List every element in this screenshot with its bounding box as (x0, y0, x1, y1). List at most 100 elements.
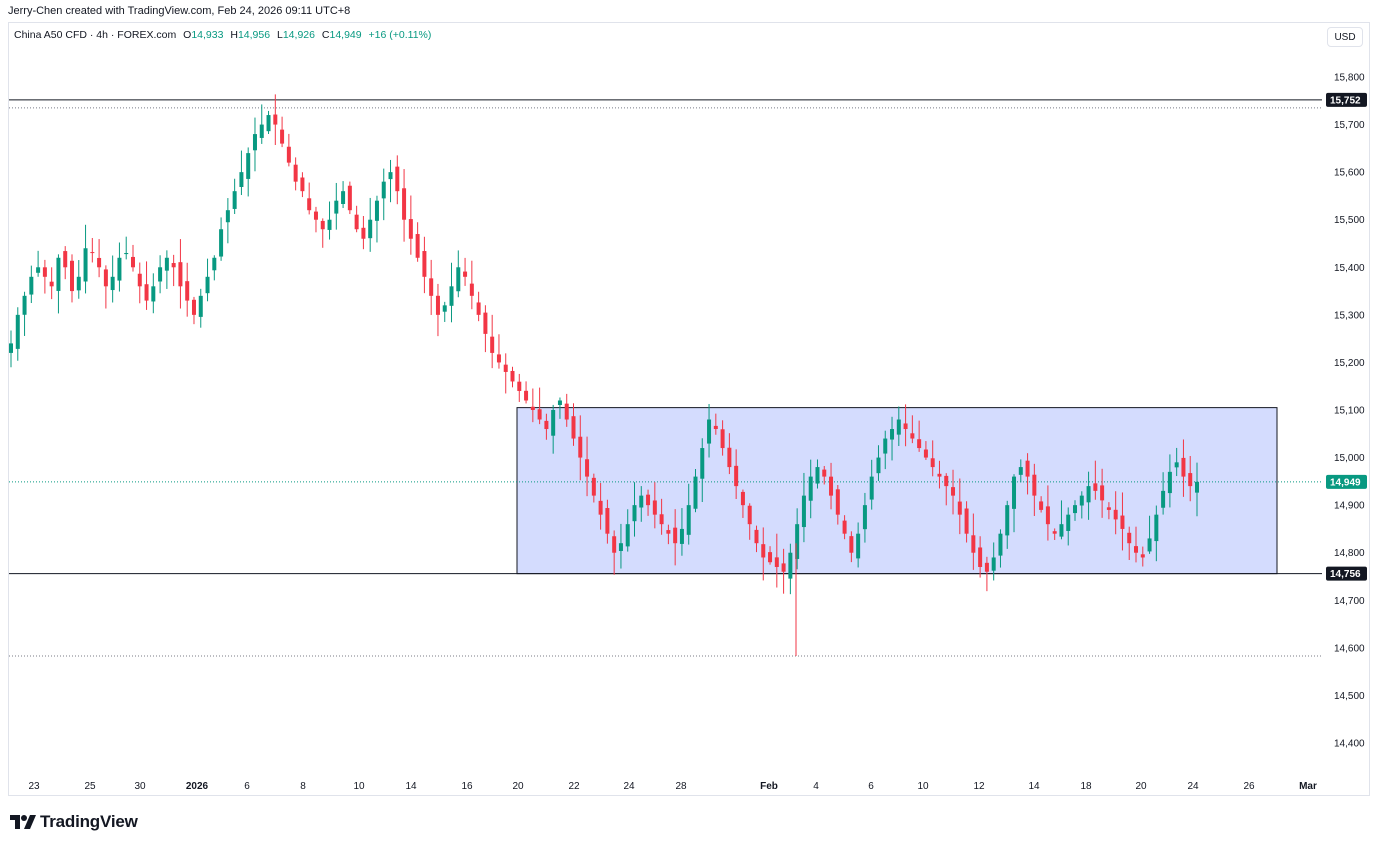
candle (957, 478, 962, 535)
candle (49, 267, 54, 300)
candle (734, 449, 739, 500)
tradingview-brand: TradingView (40, 812, 138, 831)
candle (795, 508, 800, 570)
candle (713, 413, 718, 435)
candle (944, 473, 949, 506)
price-tags-layer: 15,752 14,756 14,949 (1326, 92, 1367, 581)
candle (991, 542, 996, 581)
candle (1005, 500, 1010, 549)
symbol-name[interactable]: China A50 CFD · 4h · FOREX.com (14, 29, 177, 41)
candle (56, 254, 61, 314)
y-tick-label: 14,500 (1334, 691, 1365, 702)
y-tick-label: 14,600 (1334, 643, 1365, 654)
candle (476, 291, 481, 322)
candle (273, 94, 278, 146)
candle (185, 262, 190, 317)
x-tick-label: 14 (1028, 781, 1040, 792)
x-tick-label: 10 (353, 781, 365, 792)
candle (212, 255, 217, 281)
change-value: +16 (+0.11%) (368, 29, 432, 41)
x-tick-label: 24 (1187, 781, 1199, 792)
x-tick-label: 18 (1080, 781, 1092, 792)
candle (449, 262, 454, 323)
candle (1127, 526, 1132, 561)
candle (1120, 492, 1125, 551)
candle (496, 334, 501, 369)
candle (1140, 546, 1145, 567)
candle (1195, 462, 1199, 517)
candle (83, 224, 88, 294)
candle (435, 283, 440, 337)
candle (693, 469, 698, 513)
candle (422, 236, 427, 294)
candle (801, 472, 806, 543)
candle (856, 522, 861, 568)
candle (429, 259, 434, 315)
x-tick-label: 6 (244, 781, 250, 792)
candle (598, 482, 603, 530)
candle (652, 482, 657, 529)
candle (917, 420, 922, 452)
candle (117, 242, 122, 292)
time-axis[interactable]: 23 25 30 2026 6 8 10 14 16 20 22 24 28 Feb 4 6 10 12 14 18 2… (28, 781, 1317, 792)
candle (9, 330, 13, 368)
candle (978, 536, 983, 578)
x-tick-label: 14 (405, 781, 417, 792)
candle (334, 182, 339, 230)
candle (137, 262, 142, 304)
candle (1147, 515, 1152, 554)
y-tick-label: 15,700 (1334, 120, 1365, 131)
candle (1012, 474, 1017, 533)
candle (97, 239, 102, 278)
candle (374, 195, 379, 243)
candle (1079, 491, 1084, 519)
candle (666, 524, 671, 545)
x-tick-label: 28 (675, 781, 687, 792)
candle (571, 403, 576, 446)
candle (313, 206, 318, 233)
svg-text:14,949: 14,949 (1330, 477, 1361, 488)
x-tick-label: 8 (300, 781, 306, 792)
y-tick-label: 15,300 (1334, 310, 1365, 321)
candle (862, 492, 867, 543)
candle (761, 527, 766, 581)
candle (144, 261, 149, 310)
candle (646, 489, 651, 516)
candle (632, 482, 637, 537)
candle (700, 438, 705, 503)
candle (876, 445, 881, 481)
candle (1093, 460, 1098, 500)
candle (124, 236, 129, 260)
chart-caption: Jerry-Chen created with TradingView.com,… (8, 5, 351, 17)
candle (1025, 453, 1030, 495)
candle (605, 499, 610, 544)
candle (456, 250, 461, 298)
candle (178, 239, 183, 309)
tradingview-footer-logo[interactable]: TradingView (10, 812, 138, 832)
y-tick-label: 14,700 (1334, 596, 1365, 607)
currency-button[interactable]: USD (1327, 27, 1363, 47)
candle (524, 381, 529, 404)
x-tick-label: 24 (623, 781, 635, 792)
y-tick-label: 15,200 (1334, 358, 1365, 369)
candle (1018, 459, 1023, 483)
candle (964, 501, 969, 543)
candle (896, 406, 901, 446)
open-value: 14,933 (191, 29, 224, 41)
candle (890, 416, 895, 461)
candle (252, 117, 257, 172)
x-tick-label: 20 (1135, 781, 1147, 792)
candle (564, 393, 569, 427)
candle (951, 469, 956, 515)
price-axis[interactable]: 15,800 15,700 15,600 15,500 15,400 15,300 15,2… (1334, 73, 1365, 750)
candle (788, 543, 793, 595)
candle (1167, 454, 1172, 508)
open-label: O (183, 29, 192, 41)
candle (707, 403, 712, 458)
candle (544, 413, 549, 440)
x-tick-label: 12 (973, 781, 985, 792)
candle (246, 147, 251, 197)
candle (910, 415, 915, 444)
candle (578, 415, 583, 481)
